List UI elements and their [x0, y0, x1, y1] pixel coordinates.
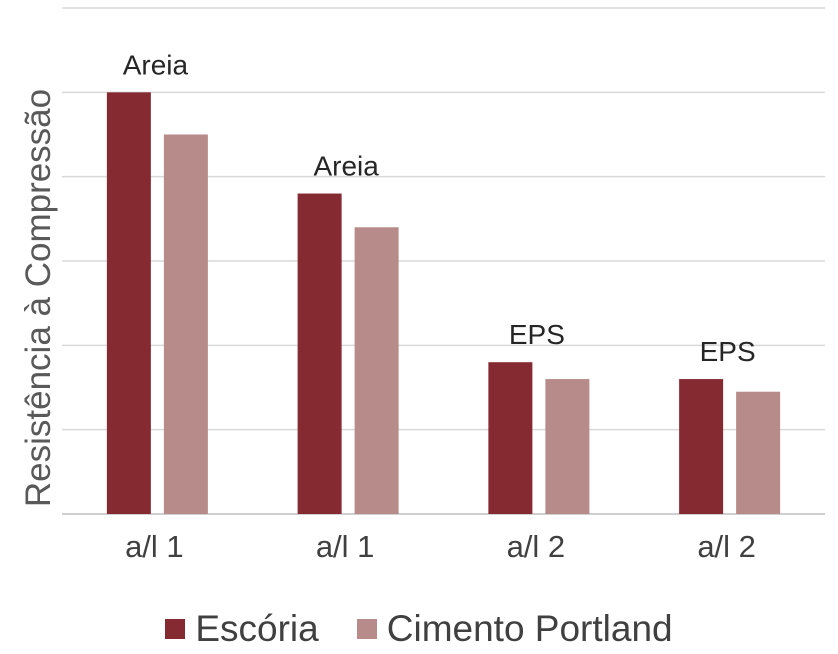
bar-escoria-1 — [106, 92, 151, 514]
bar-annotation: EPS — [509, 319, 565, 350]
legend: Escória Cimento Portland — [0, 610, 838, 647]
legend-item-escoria: Escória — [165, 608, 319, 649]
bar-annotation: Areia — [313, 151, 379, 182]
bar-cimento-4 — [736, 391, 781, 514]
x-tick-labels: a/l 1 a/l 1 a/l 2 a/l 2 — [125, 529, 756, 564]
bar-annotation: Areia — [123, 49, 189, 80]
x-tick-label: a/l 2 — [507, 529, 566, 564]
x-tick-label: a/l 1 — [316, 529, 375, 564]
bar-escoria-3 — [488, 362, 533, 514]
bar-annotation: EPS — [700, 336, 756, 367]
x-tick-label: a/l 1 — [125, 529, 184, 564]
bar-escoria-2 — [297, 193, 342, 515]
bar-annotations: Areia Areia EPS EPS — [123, 49, 756, 367]
bar-cimento-3 — [545, 379, 590, 514]
y-axis-label: Resistência à Compressão — [19, 89, 58, 507]
bar-cimento-1 — [163, 134, 208, 514]
legend-label-cimento: Cimento Portland — [386, 608, 673, 649]
legend-swatch-cimento — [356, 618, 377, 639]
legend-label-escoria: Escória — [195, 608, 319, 649]
legend-item-cimento: Cimento Portland — [356, 608, 673, 649]
bar-cimento-2 — [354, 227, 399, 514]
legend-swatch-escoria — [165, 618, 186, 639]
bars — [106, 92, 781, 515]
x-tick-label: a/l 2 — [697, 529, 756, 564]
bar-escoria-4 — [679, 379, 724, 514]
